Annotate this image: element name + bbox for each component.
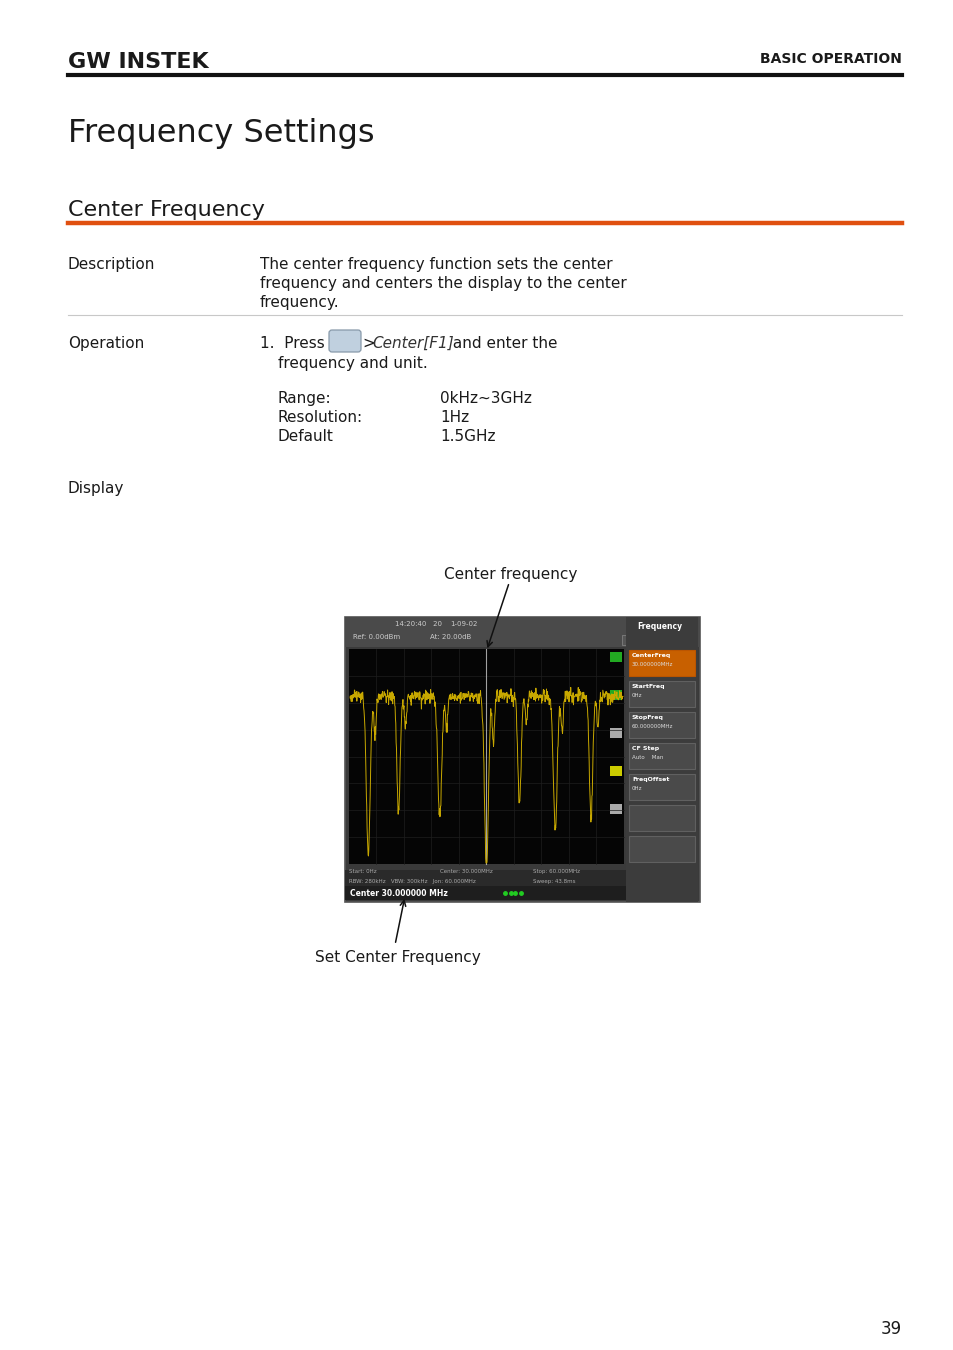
Bar [628, 680, 695, 707]
Text: frequency and centers the display to the center: frequency and centers the display to the… [260, 275, 626, 292]
Text: frequency and unit.: frequency and unit. [277, 356, 427, 371]
Text: Center frequency: Center frequency [444, 567, 578, 582]
Bar [628, 836, 695, 863]
Text: Center 30.000000 MHz: Center 30.000000 MHz [350, 890, 447, 898]
Bar [628, 805, 695, 832]
Bar [609, 652, 621, 662]
Text: GW INSTEK: GW INSTEK [68, 53, 209, 72]
Text: Sweep: 43.8ms: Sweep: 43.8ms [533, 879, 576, 884]
Bar [345, 869, 627, 892]
Text: Resolution:: Resolution: [277, 410, 363, 425]
Text: Display: Display [68, 481, 124, 495]
Text: Description: Description [68, 256, 155, 271]
Text: frequency.: frequency. [260, 296, 339, 310]
Text: Frequency: Frequency [637, 622, 681, 630]
Text: Set Center Frequency: Set Center Frequency [314, 950, 480, 965]
Bar [628, 743, 695, 770]
Text: Frequency Settings: Frequency Settings [68, 117, 375, 148]
Bar [609, 690, 621, 701]
Text: Stop: 60.000MHz: Stop: 60.000MHz [533, 869, 579, 873]
Bar [621, 634, 634, 645]
Text: 1Hz: 1Hz [439, 410, 469, 425]
Text: Center Frequency: Center Frequency [68, 200, 265, 220]
Text: The center frequency function sets the center: The center frequency function sets the c… [260, 256, 612, 271]
Bar [628, 774, 695, 801]
Text: At: 20.00dB: At: 20.00dB [430, 634, 471, 640]
Text: 0Hz: 0Hz [631, 693, 641, 698]
Text: RBW: 280kHz   VBW: 300kHz   Jon: 60.000MHz: RBW: 280kHz VBW: 300kHz Jon: 60.000MHz [349, 879, 476, 884]
Bar [609, 805, 621, 814]
Text: 30.000000MHz: 30.000000MHz [631, 662, 673, 667]
Bar [345, 886, 627, 900]
Text: Start: 0Hz: Start: 0Hz [349, 869, 376, 873]
Text: CenterFreq: CenterFreq [631, 653, 671, 657]
Bar [609, 728, 621, 738]
Text: >: > [361, 336, 375, 351]
Text: 39: 39 [880, 1320, 901, 1338]
Text: Default: Default [277, 429, 334, 444]
Text: FreqOffset: FreqOffset [631, 778, 669, 782]
Bar [609, 765, 621, 776]
Text: 0kHz~3GHz: 0kHz~3GHz [439, 392, 532, 406]
Bar [345, 617, 700, 647]
Text: CF Step: CF Step [631, 747, 659, 751]
Text: BASIC OPERATION: BASIC OPERATION [760, 53, 901, 66]
Text: Ref: 0.00dBm: Ref: 0.00dBm [353, 634, 399, 640]
Text: Center[F1]: Center[F1] [372, 336, 454, 351]
Text: 60.000000MHz: 60.000000MHz [631, 724, 673, 729]
Text: Operation: Operation [68, 336, 144, 351]
Text: 0Hz: 0Hz [631, 786, 641, 791]
Bar [349, 649, 623, 864]
Text: 1.  Press: 1. Press [260, 336, 330, 351]
Text: Range:: Range: [277, 392, 332, 406]
Text: Center: 30.000MHz: Center: 30.000MHz [439, 869, 492, 873]
Text: StopFreq: StopFreq [631, 716, 663, 720]
Text: StartFreq: StartFreq [631, 684, 665, 688]
Text: 1.5GHz: 1.5GHz [439, 429, 495, 444]
Text: and enter the: and enter the [448, 336, 557, 351]
Bar [345, 617, 700, 902]
Bar [628, 711, 695, 738]
Text: 1-09-02: 1-09-02 [450, 621, 476, 626]
FancyBboxPatch shape [329, 329, 360, 352]
Text: 14:20:40   20: 14:20:40 20 [395, 621, 441, 626]
Bar [628, 649, 695, 676]
Text: Auto    Man: Auto Man [631, 755, 662, 760]
Bar [625, 617, 698, 902]
